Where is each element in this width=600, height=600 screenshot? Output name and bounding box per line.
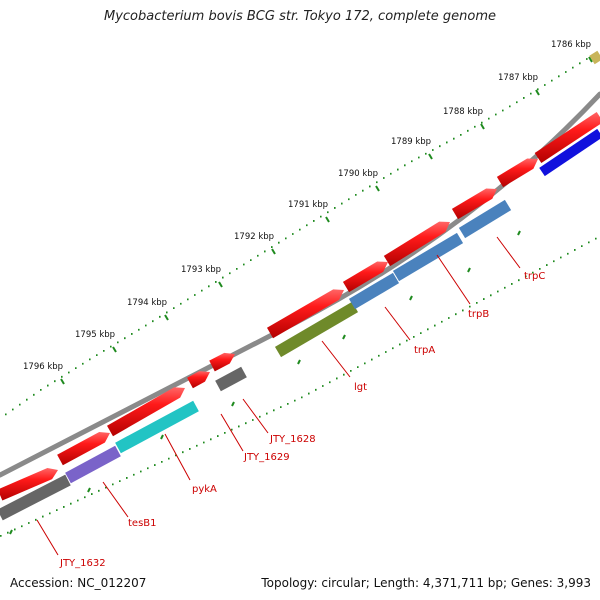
gene-leader-line — [102, 481, 129, 518]
ruler-tick-label: 1795 kbp — [75, 330, 115, 340]
gene-arrow — [496, 158, 538, 188]
inner-ruler-tick — [297, 359, 301, 365]
gene-label-tesb1: tesB1 — [128, 518, 157, 529]
inner-ruler-tick — [231, 401, 235, 407]
gene-leader-line — [496, 236, 521, 269]
gene-arrow — [0, 468, 58, 501]
gene-arrow — [57, 431, 110, 466]
map-title: Mycobacterium bovis BCG str. Tokyo 172, … — [104, 9, 496, 24]
gene-leader-line — [321, 340, 351, 378]
gene-label-pyka: pykA — [192, 484, 217, 495]
gene-label-jty-1628: JTY_1628 — [269, 434, 316, 445]
gene-leader-line — [220, 413, 244, 452]
ruler-tick-label: 1792 kbp — [234, 232, 274, 242]
gene-label-jty-1629: JTY_1629 — [243, 452, 290, 463]
gene-arrow — [209, 352, 235, 372]
inner-ruler-tick — [342, 334, 346, 340]
ruler-tick-mark — [588, 56, 593, 63]
ruler-tick-mark — [112, 346, 117, 353]
inner-ruler-tick — [87, 487, 91, 493]
accession-label: Accession: NC_012207 — [10, 576, 147, 590]
gene-arrow — [534, 111, 600, 164]
ruler-tick-mark — [375, 185, 380, 192]
gene-leader-line — [164, 433, 191, 481]
ruler-tick-label: 1793 kbp — [181, 265, 221, 275]
inner-ruler-tick — [9, 529, 13, 535]
gene-bar-trpb — [392, 232, 464, 282]
ruler-tick-label: 1789 kbp — [391, 137, 431, 147]
gene-leader-line — [436, 254, 471, 305]
gene-label-trpb: trpB — [468, 309, 489, 320]
ruler-tick-label: 1794 kbp — [127, 298, 167, 308]
inner-ruler-tick — [467, 267, 471, 273]
gene-bar-trpa — [348, 272, 400, 310]
gene-arrow — [451, 188, 497, 220]
ruler-tick-label: 1787 kbp — [498, 73, 538, 83]
gene-arrow — [383, 221, 450, 267]
gene-leader-line — [384, 306, 411, 341]
ruler-tick-mark — [480, 123, 485, 130]
ruler-tick-label: 1786 kbp — [551, 40, 591, 50]
ruler-tick-mark — [218, 281, 223, 288]
gene-arrow — [342, 261, 388, 293]
ruler-tick-mark — [60, 378, 65, 385]
genome-backbone — [0, 91, 600, 478]
ruler-tick-mark — [271, 248, 276, 255]
ruler-tick-label: 1788 kbp — [443, 107, 483, 117]
gene-label-trpc: trpC — [524, 271, 545, 282]
inner-ruler-tick — [409, 295, 413, 301]
ruler-tick-mark — [325, 216, 330, 223]
inner-ruler-tick — [517, 230, 521, 236]
genome-summary-label: Topology: circular; Length: 4,371,711 bp… — [261, 576, 591, 590]
gene-leader-line — [242, 398, 269, 434]
ruler-tick-mark — [164, 314, 169, 321]
gene-label-lgt: lgt — [354, 382, 367, 393]
gene-arrow — [107, 387, 185, 437]
ruler-tick-mark — [535, 89, 540, 96]
gene-leader-line — [36, 519, 59, 556]
gene-arrow — [187, 371, 210, 389]
ruler-tick-label: 1790 kbp — [338, 169, 378, 179]
inner-ruler-tick — [160, 434, 164, 440]
gene-bar-tesb1 — [65, 445, 121, 484]
gene-bar-trpc — [458, 199, 512, 239]
gene-bar-jty1632 — [0, 474, 71, 521]
inner-ruler-dots — [0, 237, 597, 537]
ruler-tick-mark — [428, 153, 433, 160]
gene-label-jty-1632: JTY_1632 — [59, 558, 106, 569]
gene-bar-lgt — [274, 301, 359, 358]
ruler-tick-label: 1791 kbp — [288, 200, 328, 210]
ruler-dots — [5, 49, 600, 416]
gene-bar — [539, 128, 600, 177]
gene-bar-pyka — [115, 400, 199, 454]
gene-bar — [589, 50, 600, 65]
gene-arrow — [266, 289, 344, 339]
gene-label-trpa: trpA — [414, 345, 435, 356]
gene-bar-jty1628 — [215, 366, 247, 392]
ruler-tick-label: 1796 kbp — [23, 362, 63, 372]
